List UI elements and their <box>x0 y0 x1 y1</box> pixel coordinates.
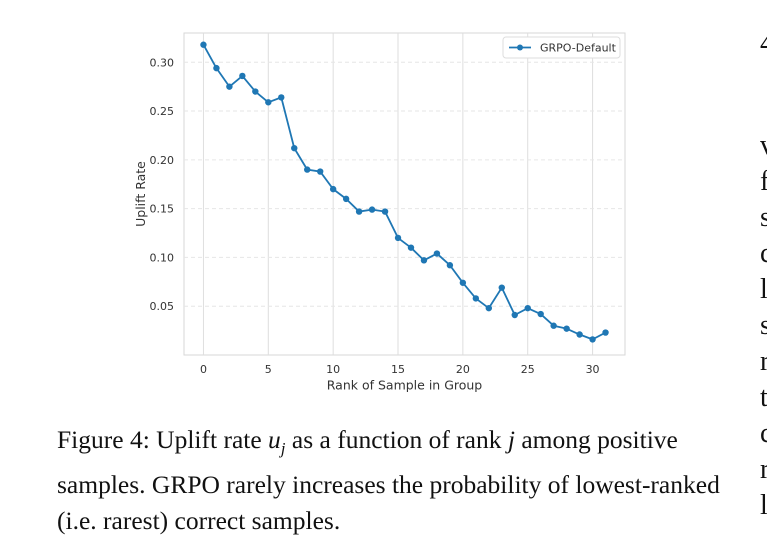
caption-math-u: u <box>268 425 281 454</box>
data-point <box>394 234 402 242</box>
clipped-letter: r <box>760 454 767 485</box>
y-tick-label: 0.30 <box>150 56 175 69</box>
caption-rest: among positive samples. GRPO rarely incr… <box>57 425 720 536</box>
data-point <box>213 64 220 72</box>
data-point <box>472 295 480 302</box>
y-tick-label: 0.25 <box>150 105 175 118</box>
data-point <box>537 310 544 318</box>
clipped-letter: t <box>760 382 767 413</box>
clipped-letter: s <box>760 202 767 233</box>
x-axis-ticks: 0 5 10 15 20 25 30 <box>200 363 600 376</box>
data-point <box>576 331 583 338</box>
x-tick-label: 25 <box>521 363 535 376</box>
data-point <box>252 88 259 95</box>
clipped-letter: s <box>760 310 767 341</box>
caption-prefix: Figure 4: Uplift rate <box>57 425 269 454</box>
data-point <box>550 322 557 329</box>
legend-marker <box>517 44 523 51</box>
caption-math-j-sub: j <box>280 439 286 459</box>
uplift-rate-chart: 0 5 10 15 20 25 30 0.05 0.10 0.15 0.20 0.25 0.30 GR… <box>133 32 626 393</box>
data-point <box>407 244 415 251</box>
x-tick-label: 30 <box>586 363 600 376</box>
data-point <box>265 99 272 106</box>
data-point <box>316 168 324 175</box>
data-point <box>446 262 454 269</box>
x-axis-label: Rank of Sample in Group <box>327 378 483 393</box>
caption-mid: as a function of rank <box>285 425 508 454</box>
data-point <box>420 257 428 264</box>
data-point <box>459 279 467 286</box>
grid-lines <box>184 33 625 355</box>
data-point <box>498 284 505 291</box>
data-point <box>239 72 246 80</box>
plot-area <box>183 32 626 356</box>
x-tick-label: 15 <box>391 363 405 376</box>
data-point <box>563 325 570 332</box>
data-point <box>524 304 531 312</box>
clipped-letter: v <box>760 130 767 161</box>
caption-math-j: j <box>507 425 515 454</box>
data-point <box>291 144 298 152</box>
x-tick-label: 20 <box>456 363 470 376</box>
data-point <box>511 311 518 319</box>
clipped-letter: c <box>760 418 767 449</box>
clipped-letter: f <box>760 166 767 197</box>
y-tick-label: 0.05 <box>150 300 175 313</box>
data-point <box>200 41 207 48</box>
data-point <box>226 83 233 90</box>
y-axis-ticks: 0.05 0.10 0.15 0.20 0.25 0.30 <box>150 56 175 313</box>
clipped-letter: l <box>760 274 767 305</box>
x-tick-label: 0 <box>200 363 207 376</box>
data-point <box>485 304 493 312</box>
data-point <box>342 195 350 203</box>
legend-box <box>502 36 621 59</box>
data-point <box>602 329 609 336</box>
y-tick-label: 0.15 <box>150 203 175 216</box>
data-point <box>433 250 441 257</box>
data-point <box>589 336 596 343</box>
clipped-letter: l <box>760 490 767 521</box>
x-tick-label: 10 <box>326 363 340 376</box>
y-tick-label: 0.10 <box>150 251 175 264</box>
clipped-letter: r <box>760 346 767 377</box>
data-point <box>278 94 285 101</box>
data-point <box>304 166 311 173</box>
clipped-letter: 4 <box>760 28 767 59</box>
x-tick-label: 5 <box>265 363 272 376</box>
data-point <box>381 208 389 215</box>
legend: GRPO-Default <box>502 36 621 59</box>
y-axis-label: Uplift Rate <box>133 161 148 227</box>
data-point <box>329 185 337 193</box>
clipped-letter: c <box>760 238 767 269</box>
data-point <box>368 206 376 213</box>
y-tick-label: 0.20 <box>150 154 175 167</box>
data-series <box>200 41 609 343</box>
figure-caption: Figure 4: Uplift rate uj as a function o… <box>57 422 727 539</box>
data-point <box>355 208 363 215</box>
legend-label: GRPO-Default <box>540 42 617 55</box>
